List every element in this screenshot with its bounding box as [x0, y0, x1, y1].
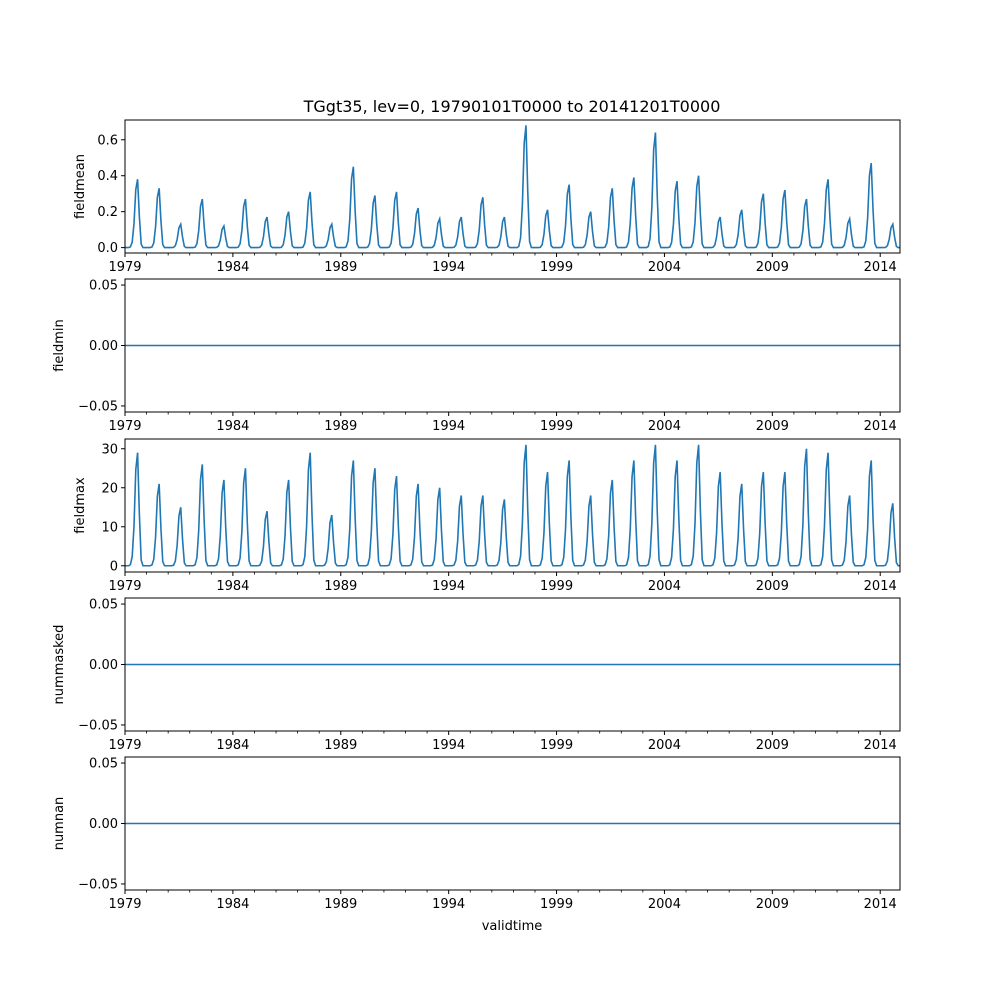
x-tick-label: 1994: [432, 260, 465, 275]
x-tick-label: 2014: [864, 738, 897, 753]
panel-fieldmin: −0.05 0.00 0.05 1979 1984 1989 1994 1999 2004 200…: [52, 278, 901, 434]
x-tick-label: 2009: [756, 738, 789, 753]
x-tick-label: 2004: [648, 738, 681, 753]
fieldmax-series-line: [125, 444, 900, 567]
x-tick-label: 1994: [432, 738, 465, 753]
x-tick-label: 2004: [648, 260, 681, 275]
x-tick-label: 2009: [756, 419, 789, 434]
x-tick-label: 1984: [216, 897, 249, 912]
x-tick-label: 2014: [864, 260, 897, 275]
y-axis-label: numnan: [52, 797, 67, 851]
x-tick-label: 1994: [432, 897, 465, 912]
fieldmax-axes-frame: [124, 438, 901, 573]
y-tick-label: 20: [101, 481, 118, 496]
y-tick-label: 0.00: [89, 817, 118, 832]
x-tick-label: 1984: [216, 260, 249, 275]
y-tick-label: 0.05: [89, 598, 118, 613]
y-tick-label: −0.05: [78, 399, 118, 414]
panel-fieldmax: 0 10 20 30 1979 1984 1989 1994 1999 2004 2009 2014 f…: [73, 438, 901, 594]
x-tick-label: 1994: [432, 419, 465, 434]
x-tick-label: 2009: [756, 897, 789, 912]
x-tick-label: 2014: [864, 419, 897, 434]
x-tick-label: 2009: [756, 260, 789, 275]
subplot-panels: 0.0 0.2 0.4 0.6 1979 1984 1989 1994 1999 2004 2009…: [52, 119, 901, 912]
y-tick-label: 0.2: [97, 205, 118, 220]
y-axis-label: fieldmin: [52, 319, 67, 372]
x-tick-label: 1984: [216, 579, 249, 594]
y-tick-label: 0.05: [89, 279, 118, 294]
x-tick-label: 1989: [324, 897, 357, 912]
chart-title: TGgt35, lev=0, 19790101T0000 to 20141201…: [303, 97, 721, 116]
y-tick-label: 10: [101, 520, 118, 535]
x-tick-label: 1989: [324, 579, 357, 594]
x-tick-label: 2004: [648, 897, 681, 912]
panel-fieldmean: 0.0 0.2 0.4 0.6 1979 1984 1989 1994 1999 2004 2009…: [73, 119, 901, 275]
y-tick-label: 0.00: [89, 339, 118, 354]
x-tick-label: 1989: [324, 260, 357, 275]
y-axis-label: fieldmean: [73, 154, 88, 219]
x-tick-label: 1979: [108, 897, 141, 912]
panel-numnan: −0.05 0.00 0.05 1979 1984 1989 1994 1999 2004 200…: [52, 756, 901, 912]
x-tick-label: 1994: [432, 579, 465, 594]
x-tick-label: 2004: [648, 579, 681, 594]
x-tick-label: 1989: [324, 738, 357, 753]
x-tick-label: 1999: [540, 738, 573, 753]
x-tick-label: 1979: [108, 419, 141, 434]
fieldmean-series-line: [125, 125, 900, 249]
x-tick-label: 1999: [540, 260, 573, 275]
fieldmean-axes-frame: [124, 119, 901, 254]
y-tick-label: 0.0: [97, 241, 118, 256]
y-tick-label: 0.00: [89, 658, 118, 673]
y-tick-label: −0.05: [78, 718, 118, 733]
x-tick-label: 1999: [540, 419, 573, 434]
x-tick-label: 1984: [216, 419, 249, 434]
panel-nummasked: −0.05 0.00 0.05 1979 1984 1989 1994 1999 2004 200…: [52, 597, 901, 753]
y-tick-label: 0: [110, 559, 118, 574]
y-axis-label: nummasked: [52, 625, 67, 705]
x-tick-label: 1999: [540, 579, 573, 594]
y-axis-label: fieldmax: [73, 477, 88, 534]
x-axis-label: validtime: [482, 919, 543, 934]
x-tick-label: 2014: [864, 897, 897, 912]
x-tick-label: 1979: [108, 579, 141, 594]
y-tick-label: 0.4: [97, 169, 118, 184]
x-tick-label: 2014: [864, 579, 897, 594]
y-tick-label: 0.05: [89, 757, 118, 772]
y-tick-label: 0.6: [97, 133, 118, 148]
x-tick-label: 2009: [756, 579, 789, 594]
y-tick-label: 30: [101, 442, 118, 457]
x-tick-label: 1979: [108, 738, 141, 753]
x-tick-label: 1999: [540, 897, 573, 912]
x-tick-label: 1989: [324, 419, 357, 434]
x-tick-label: 2004: [648, 419, 681, 434]
x-tick-label: 1984: [216, 738, 249, 753]
x-tick-label: 1979: [108, 260, 141, 275]
y-tick-label: −0.05: [78, 877, 118, 892]
